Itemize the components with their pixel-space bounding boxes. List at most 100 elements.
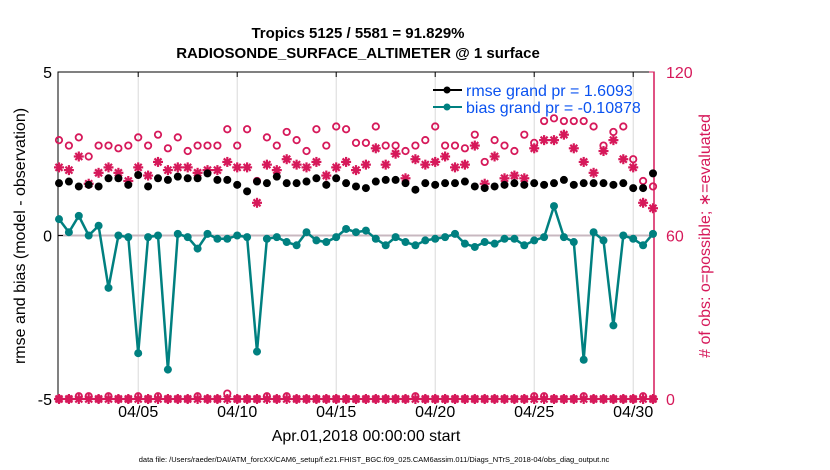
asterisk-stroke (361, 394, 371, 404)
obs-possible-point (450, 141, 460, 150)
obs-evaluated-point (459, 159, 470, 170)
obs-possible-point (54, 136, 64, 145)
asterisk-stroke (272, 394, 282, 404)
asterisk-stroke (450, 163, 460, 172)
asterisk-stroke (232, 394, 242, 404)
asterisk-stroke (559, 394, 569, 404)
obs-evaluated-zero-point (252, 394, 262, 404)
obs-evaluated-point (73, 151, 84, 162)
rmse-point (292, 179, 301, 188)
bias-point (441, 233, 450, 242)
asterisk-stroke (351, 165, 361, 175)
obs-evaluated-zero-point (83, 394, 94, 404)
obs-possible-point (569, 116, 578, 126)
y-axis-ticks: -5 0 5 (38, 65, 63, 409)
asterisk-stroke (500, 173, 509, 183)
obs-possible-point (94, 141, 103, 150)
asterisk-stroke (223, 157, 232, 167)
asterisk-stroke (569, 144, 579, 153)
obs-evaluated-point (588, 167, 599, 178)
obs-evaluated-zero-point (529, 394, 540, 404)
obs-evaluated-zero-point (242, 394, 253, 404)
x-axis-ticks: 04/05 04/10 04/15 04/20 04/25 04/30 (118, 72, 653, 421)
y-axis-right-label: # of obs: o=possible; ∗=evaluated (697, 114, 714, 358)
asterisk-stroke (252, 198, 262, 208)
rmse-point (213, 175, 222, 184)
obs-possible-point (559, 116, 569, 126)
bias-point (104, 283, 113, 292)
obs-possible-point (272, 141, 281, 150)
obs-evaluated-zero-point (420, 394, 431, 404)
rmse-point (629, 184, 638, 193)
obs-possible-point (114, 144, 123, 153)
rmse-point (74, 182, 83, 191)
asterisk-stroke (460, 160, 470, 169)
obs-evaluated-point (271, 165, 282, 176)
obs-evaluated-zero-point (390, 394, 401, 404)
asterisk-stroke (559, 130, 569, 139)
rmse-point (510, 179, 519, 188)
rmse-point (460, 177, 469, 186)
asterisk-stroke (609, 394, 618, 404)
obs-possible-point (322, 141, 331, 150)
obs-evaluated-point (321, 170, 332, 181)
obs-possible-point (84, 152, 93, 161)
obs-evaluated-point (351, 165, 361, 176)
obs-evaluated-zero-point (341, 394, 352, 404)
asterisk-stroke (351, 394, 361, 404)
x-tick-label: 04/10 (217, 404, 257, 421)
obs-evaluated-zero-point (608, 394, 619, 404)
asterisk-stroke (549, 135, 559, 145)
rmse-point (114, 174, 123, 183)
obs-evaluated-zero-point (143, 394, 154, 404)
rmse-point (342, 179, 351, 188)
rmse-point (104, 174, 113, 183)
obs-possible-point (619, 122, 628, 131)
asterisk-stroke (94, 168, 103, 178)
rmse-point (64, 177, 73, 186)
bias-point (64, 228, 73, 237)
rmse-point (332, 174, 341, 183)
asterisk-stroke (381, 394, 390, 404)
rmse-point (649, 169, 657, 178)
bias-point (451, 229, 459, 238)
obs-evaluated-zero-point (628, 394, 639, 404)
rmse-point (579, 179, 588, 188)
obs-evaluated-zero-point (360, 394, 371, 404)
legend-bias-marker (443, 103, 451, 111)
obs-evaluated-point (311, 156, 322, 167)
rmse-point (381, 175, 390, 184)
obs-evaluated-point (153, 156, 163, 167)
asterisk-stroke (203, 394, 212, 404)
asterisk-stroke (173, 163, 183, 172)
asterisk-stroke (213, 165, 222, 175)
bias-point (510, 234, 519, 243)
bias-point (589, 228, 598, 237)
obs-evaluated-zero-point (113, 394, 124, 404)
obs-evaluated-point (638, 197, 649, 208)
bias-point (173, 229, 182, 238)
obs-possible-point (183, 146, 192, 156)
y-axis-right-ticks: 0 60 120 (649, 65, 693, 409)
asterisk-stroke (579, 394, 588, 404)
bias-point (74, 211, 83, 220)
rmse-point (599, 179, 608, 188)
asterisk-stroke (539, 135, 549, 145)
bias-point (114, 231, 123, 240)
rmse-point (203, 169, 212, 178)
asterisk-stroke (331, 394, 341, 404)
obs-evaluated-point (390, 148, 401, 159)
bias-point (94, 221, 103, 230)
obs-evaluated-point (440, 151, 451, 162)
obs-evaluated-point (261, 159, 272, 170)
asterisk-stroke (490, 152, 499, 161)
obs-evaluated-zero-point (400, 394, 411, 404)
asterisk-stroke (242, 394, 252, 404)
obs-evaluated-point (430, 156, 441, 167)
rmse-point (154, 174, 162, 183)
bias-point (649, 229, 657, 238)
bias-point (401, 238, 410, 247)
asterisk-stroke (302, 394, 311, 404)
obs-possible-point (223, 125, 232, 134)
y-tick-label: 5 (43, 65, 52, 82)
